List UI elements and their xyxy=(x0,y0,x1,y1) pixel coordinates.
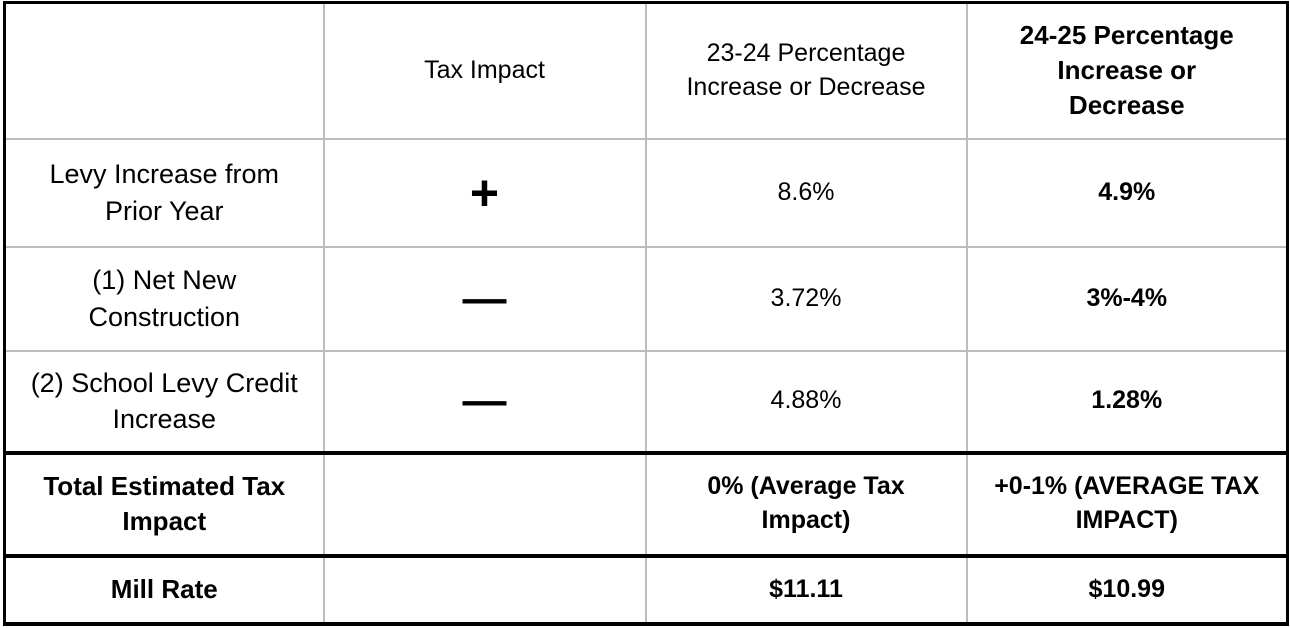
row-label: (1) Net New Construction xyxy=(3,245,325,352)
total-impact xyxy=(322,450,647,558)
value-24-25: 3%-4% xyxy=(965,245,1289,352)
header-23-24: 23-24 Percentage Increase or Decrease xyxy=(644,1,968,140)
table-row: (2) School Levy Credit Increase — 4.88% … xyxy=(3,349,1289,454)
plus-icon: + xyxy=(322,137,647,248)
table-row: Levy Increase from Prior Year + 8.6% 4.9… xyxy=(3,137,1289,248)
total-24-25: +0-1% (AVERAGE TAX IMPACT) xyxy=(965,450,1289,558)
header-24-25: 24-25 Percentage Increase or Decrease xyxy=(965,1,1289,140)
row-label: Levy Increase from Prior Year xyxy=(3,137,325,248)
mill-rate-impact xyxy=(322,554,647,626)
total-23-24: 0% (Average Tax Impact) xyxy=(644,450,968,558)
tax-impact-table: Tax Impact 23-24 Percentage Increase or … xyxy=(3,1,1289,626)
mill-rate-24-25: $10.99 xyxy=(965,554,1289,626)
total-label: Total Estimated Tax Impact xyxy=(3,450,325,558)
value-23-24: 8.6% xyxy=(644,137,968,248)
minus-icon: — xyxy=(322,245,647,352)
table-row: (1) Net New Construction — 3.72% 3%-4% xyxy=(3,245,1289,352)
minus-icon: — xyxy=(322,349,647,454)
header-tax-impact: Tax Impact xyxy=(322,1,647,140)
row-label: (2) School Levy Credit Increase xyxy=(3,349,325,454)
mill-rate-23-24: $11.11 xyxy=(644,554,968,626)
value-23-24: 3.72% xyxy=(644,245,968,352)
value-24-25: 4.9% xyxy=(965,137,1289,248)
total-row: Total Estimated Tax Impact 0% (Average T… xyxy=(3,450,1289,558)
header-row: Tax Impact 23-24 Percentage Increase or … xyxy=(3,1,1289,140)
mill-rate-row: Mill Rate $11.11 $10.99 xyxy=(3,554,1289,626)
mill-rate-label: Mill Rate xyxy=(3,554,325,626)
value-24-25: 1.28% xyxy=(965,349,1289,454)
value-23-24: 4.88% xyxy=(644,349,968,454)
header-blank xyxy=(3,1,325,140)
